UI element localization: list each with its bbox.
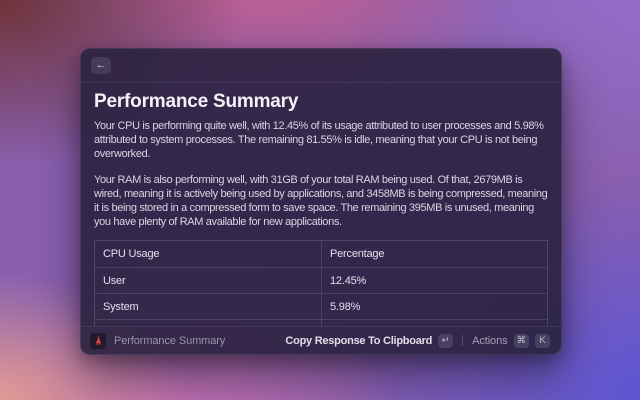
table-header-row: CPU Usage Percentage	[95, 241, 547, 267]
table-cell-value: 5.98%	[330, 300, 361, 313]
cpu-usage-table: CPU Usage Percentage User 12.45% System …	[94, 240, 548, 326]
window-header: ←	[81, 49, 561, 83]
table-row-user: User 12.45%	[95, 267, 547, 293]
k-key-badge: K	[535, 333, 550, 348]
copy-response-label: Copy Response To Clipboard	[285, 334, 433, 347]
table-cell-label: System	[95, 294, 322, 319]
performance-icon-glyph	[95, 336, 101, 345]
enter-key-badge: ↵	[438, 333, 454, 348]
ram-summary-paragraph: Your RAM is also performing well, with 3…	[94, 174, 548, 228]
footer-divider	[462, 335, 464, 346]
main-content: Performance Summary Your CPU is performi…	[81, 83, 561, 326]
cmd-key-badge: ⌘	[513, 333, 529, 348]
performance-summary-window: ← Performance Summary Your CPU is perfor…	[80, 48, 562, 355]
table-header-percentage: Percentage	[330, 248, 385, 260]
page-title: Performance Summary	[94, 91, 299, 112]
footer-app-info: Performance Summary	[90, 332, 283, 349]
footer-actions: Copy Response To Clipboard ↵ Actions ⌘ K	[283, 332, 552, 350]
actions-button[interactable]: Actions ⌘ K	[470, 332, 552, 350]
table-header-cpu-usage: CPU Usage	[95, 241, 322, 267]
performance-icon	[90, 332, 106, 349]
footer-app-name: Performance Summary	[114, 334, 226, 347]
back-button[interactable]: ←	[91, 57, 111, 74]
table-row-idle: Idle 81.55%	[95, 319, 547, 326]
back-arrow-icon: ←	[95, 59, 107, 71]
table-cell-value: 12.45%	[330, 274, 367, 287]
table-row-system: System 5.98%	[95, 293, 547, 319]
table-cell-label: User	[95, 268, 322, 293]
cpu-summary-paragraph: Your CPU is performing quite well, with …	[94, 120, 544, 160]
actions-label: Actions	[472, 334, 508, 347]
table-cell-label: Idle	[95, 320, 322, 326]
copy-response-button[interactable]: Copy Response To Clipboard ↵	[283, 332, 455, 350]
window-footer: Performance Summary Copy Response To Cli…	[81, 326, 561, 354]
